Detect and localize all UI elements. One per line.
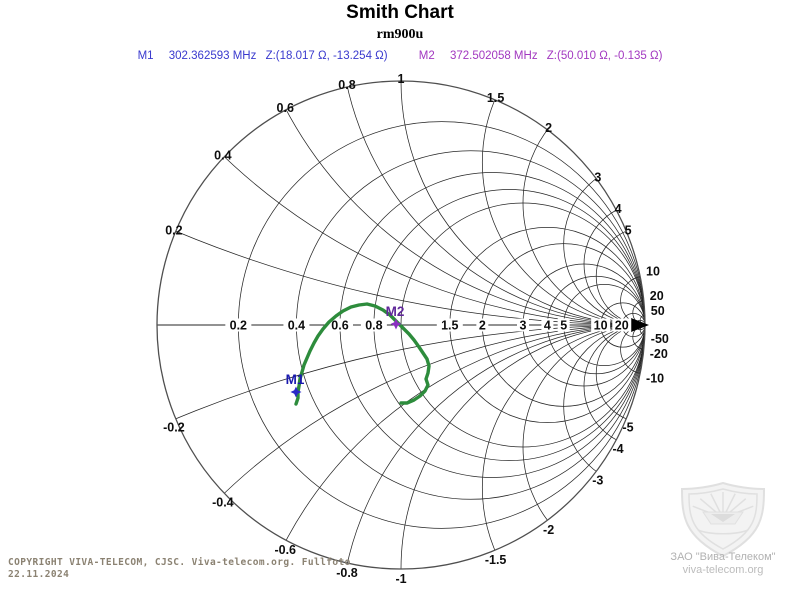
reactance-label: -50	[651, 332, 669, 346]
reactance-label: 4	[615, 202, 622, 216]
copyright-line2: 22.11.2024	[8, 569, 70, 580]
reactance-label: 5	[625, 223, 632, 237]
marker-m1: M1	[286, 372, 305, 398]
reactance-arc	[583, 202, 645, 326]
resistance-label: 0.4	[288, 319, 305, 333]
marker-star-icon	[390, 318, 402, 330]
marker-m1-frequency: 302.362593 MHz	[168, 50, 257, 62]
reactance-label: 1.5	[487, 91, 504, 105]
reactance-arc	[339, 81, 645, 326]
reactance-arc	[157, 81, 645, 326]
reactance-arc	[157, 81, 645, 326]
reactance-label: -0.4	[212, 496, 234, 510]
resistance-label: 20	[615, 319, 629, 333]
marker-label: M1	[286, 372, 305, 387]
reactance-label: 0.2	[165, 223, 182, 237]
reactance-label: -4	[612, 442, 623, 456]
watermark-org-text: ЗАО "Вива-Телеком"	[670, 551, 776, 563]
marker-m2-readout: M2 372.502058 MHz Z:(50.010 Ω, -0.135 Ω)	[419, 50, 663, 62]
reactance-label: -2	[543, 523, 554, 537]
reactance-arc	[522, 81, 645, 326]
reactance-label: -1	[395, 572, 406, 586]
resistance-label: 1.5	[441, 319, 458, 333]
reactance-label: -5	[623, 421, 634, 435]
marker-star-icon	[290, 386, 302, 398]
marker-label: M2	[386, 304, 405, 319]
resistance-label: 4	[544, 319, 551, 333]
watermark-site-text: viva-telecom.org	[682, 564, 764, 576]
reactance-label: 1	[398, 72, 405, 86]
reactance-label: 10	[646, 264, 660, 278]
reactance-label: 2	[545, 121, 552, 135]
marker-m2-impedance: Z:(50.010 Ω, -0.135 Ω)	[546, 50, 663, 62]
page-title: Smith Chart	[346, 2, 454, 23]
reactance-label: -0.8	[336, 566, 358, 580]
reactance-label: -0.2	[163, 421, 185, 435]
trace-path	[294, 302, 431, 406]
copyright-text: COPYRIGHT VIVA-TELECOM, CJSC. Viva-telec…	[8, 557, 351, 581]
reactance-label: 0.8	[338, 78, 355, 92]
reactance-label: -3	[592, 474, 603, 488]
reactance-label: -10	[646, 372, 664, 386]
resistance-label: 5	[560, 319, 567, 333]
marker-m1-readout: M1 302.362593 MHz Z:(18.017 Ω, -13.254 Ω…	[138, 50, 388, 62]
reactance-label: 3	[594, 170, 601, 184]
resistance-label: 3	[520, 319, 527, 333]
chart-subtitle: rm900u	[376, 27, 424, 42]
resistance-label: 0.8	[365, 319, 382, 333]
resistance-label: 0.2	[230, 319, 247, 333]
reactance-arc	[563, 324, 645, 489]
reactance-label: -0.6	[274, 543, 296, 557]
marker-legend: M1 302.362593 MHz Z:(18.017 Ω, -13.254 Ω…	[0, 50, 800, 62]
marker-m1-id: M1	[137, 50, 154, 62]
reactance-arc	[563, 161, 645, 326]
watermark-shield-icon	[680, 481, 766, 558]
resistance-label: 2	[479, 319, 486, 333]
marker-m1-impedance: Z:(18.017 Ω, -13.254 Ω)	[265, 50, 388, 62]
reactance-arc	[583, 324, 645, 448]
grid-labels: 0.2 -0.2 0.4 -0.4 0.6 -0.6 0.8 -0.8 1 -1 1.5 -1.5 2 -…	[163, 72, 669, 586]
reactance-label: 0.4	[214, 148, 231, 162]
marker-m2-id: M2	[418, 50, 435, 62]
marker-m2: M2	[386, 304, 405, 330]
resistance-label: 0.6	[331, 319, 348, 333]
reactance-label: -20	[650, 347, 668, 361]
reactance-label: 0.6	[277, 101, 294, 115]
resistance-label: 10	[594, 319, 608, 333]
reactance-arc	[237, 81, 645, 326]
reactance-label: 20	[650, 289, 664, 303]
reactance-label: -1.5	[485, 553, 507, 567]
axis-arrowhead	[631, 318, 649, 332]
marker-m2-frequency: 372.502058 MHz	[449, 50, 538, 62]
reactance-label: 50	[651, 304, 665, 318]
copyright-line1: COPYRIGHT VIVA-TELECOM, CJSC. Viva-telec…	[8, 557, 351, 568]
